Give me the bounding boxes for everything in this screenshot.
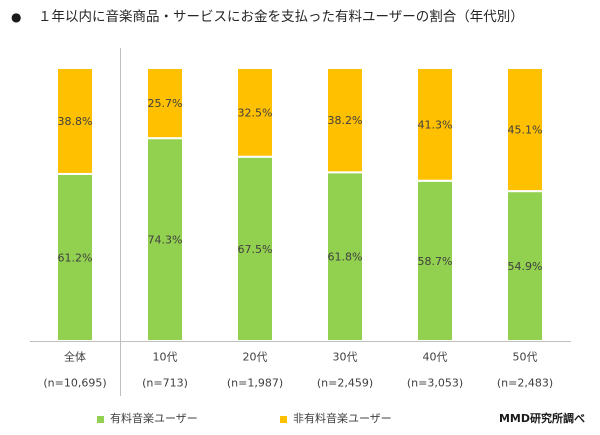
value-number: 32.5 <box>238 106 263 119</box>
sample-size-label-overall: (n=10,695) <box>43 377 106 390</box>
value-unit: % <box>532 123 542 136</box>
data-labels: 61.2%38.8%74.3%25.7%67.5%32.5%61.8%38.2%… <box>58 97 543 273</box>
value-number: 38.2 <box>328 114 353 127</box>
bar-non-paid-users-30s <box>326 67 364 174</box>
sample-size-label-30s: (n=2,459) <box>317 377 373 390</box>
value-number: 54.9 <box>508 260 533 273</box>
sample-size-label-40s: (n=3,053) <box>407 377 463 390</box>
sample-size-labels: (n=10,695) (n=713) (n=1,987) (n=2,459) (n=3,… <box>43 377 553 390</box>
sample-size-label-50s: (n=2,483) <box>497 377 553 390</box>
legend-swatch-paid-users <box>97 415 104 423</box>
value-unit: % <box>442 254 452 267</box>
x-tick-labels: 全体 10代 20代 30代 40代 50代 <box>64 350 538 364</box>
value-number: 58.7 <box>418 254 443 267</box>
legend-item-non-paid-users: 非有料音楽ユーザー <box>280 411 392 427</box>
bar-non-paid-users-50s <box>506 67 544 193</box>
value-unit: % <box>442 118 452 131</box>
chart-header: ● １年以内に音楽商品・サービスにお金を支払った有料ユーザーの割合（年代別） <box>0 8 600 26</box>
value-unit: % <box>352 250 362 263</box>
value-unit: % <box>172 233 182 246</box>
value-label-non-paid-users-20s: 32.5% <box>238 106 273 119</box>
category-label-overall: 全体 <box>64 350 86 364</box>
value-label-paid-users-20s: 67.5% <box>238 242 273 255</box>
value-number: 45.1 <box>508 123 533 136</box>
legend-label-non-paid-users: 非有料音楽ユーザー <box>293 412 392 425</box>
bar-paid-users-overall <box>56 172 94 342</box>
category-label-30s: 30代 <box>333 351 358 364</box>
category-label-10s: 10代 <box>153 351 178 364</box>
legend-swatch-non-paid-users <box>280 415 287 423</box>
value-number: 74.3 <box>148 233 173 246</box>
title-bullet: ● <box>11 10 22 24</box>
value-unit: % <box>82 251 92 264</box>
sample-size-label-20s: (n=1,987) <box>227 377 283 390</box>
value-unit: % <box>532 260 542 273</box>
legend-item-paid-users: 有料音楽ユーザー <box>97 411 198 427</box>
value-label-non-paid-users-30s: 38.2% <box>328 114 363 127</box>
bar-segments <box>56 67 544 342</box>
value-label-non-paid-users-overall: 38.8% <box>58 114 93 127</box>
source-note: MMD研究所調べ <box>498 412 585 425</box>
value-number: 25.7 <box>148 97 173 110</box>
value-unit: % <box>352 114 362 127</box>
value-number: 38.8 <box>58 114 83 127</box>
bar-non-paid-users-10s <box>146 67 184 140</box>
value-unit: % <box>82 114 92 127</box>
value-label-non-paid-users-40s: 41.3% <box>418 118 453 131</box>
category-label-50s: 50代 <box>513 351 538 364</box>
chart-title: １年以内に音楽商品・サービスにお金を支払った有料ユーザーの割合（年代別） <box>38 9 524 25</box>
value-number: 67.5 <box>238 242 263 255</box>
bar-non-paid-users-overall <box>56 67 94 175</box>
category-label-20s: 20代 <box>243 351 268 364</box>
sample-size-label-10s: (n=713) <box>142 377 188 390</box>
value-number: 61.2 <box>58 251 83 264</box>
value-label-paid-users-10s: 74.3% <box>148 233 183 246</box>
value-label-paid-users-50s: 54.9% <box>508 260 543 273</box>
value-unit: % <box>262 242 272 255</box>
category-label-40s: 40代 <box>423 351 448 364</box>
value-label-non-paid-users-10s: 25.7% <box>148 97 183 110</box>
legend-label-paid-users: 有料音楽ユーザー <box>110 412 198 425</box>
value-label-non-paid-users-50s: 45.1% <box>508 123 543 136</box>
bar-paid-users-30s <box>326 171 364 342</box>
value-label-paid-users-30s: 61.8% <box>328 250 363 263</box>
bar-paid-users-10s <box>146 137 184 342</box>
value-number: 41.3 <box>418 118 443 131</box>
value-unit: % <box>172 97 182 110</box>
value-label-paid-users-overall: 61.2% <box>58 251 93 264</box>
value-unit: % <box>262 106 272 119</box>
value-label-paid-users-40s: 58.7% <box>418 254 453 267</box>
value-number: 61.8 <box>328 250 353 263</box>
bar-non-paid-users-40s <box>416 67 454 182</box>
bar-non-paid-users-20s <box>236 67 274 158</box>
